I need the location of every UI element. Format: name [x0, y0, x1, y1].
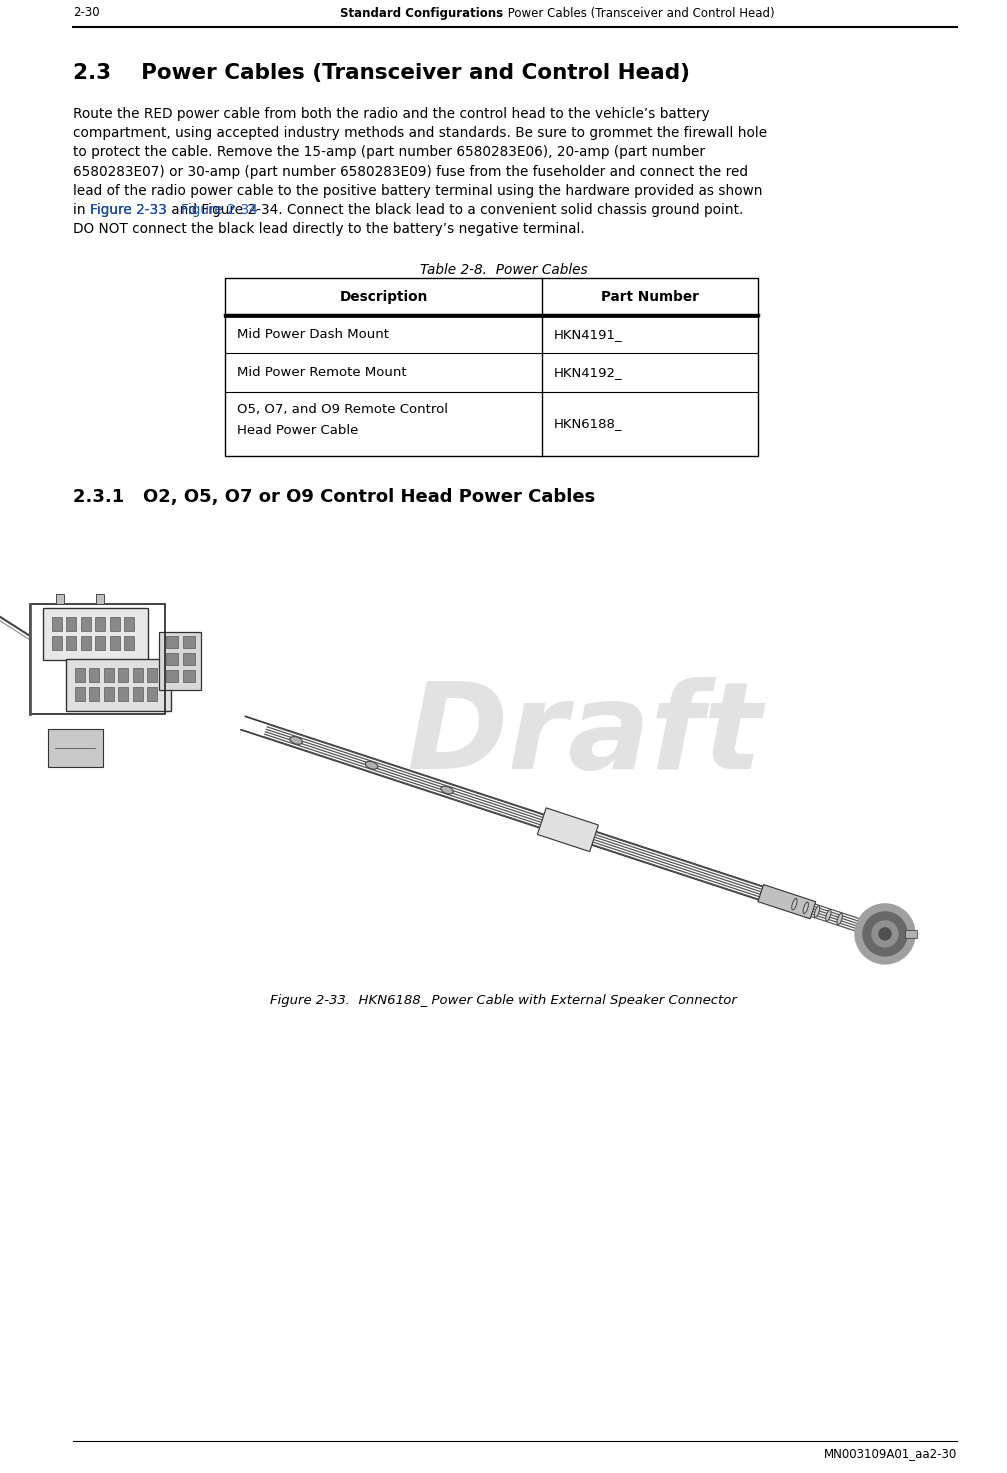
Bar — [95, 636, 105, 650]
Text: Mid Power Remote Mount: Mid Power Remote Mount — [237, 367, 407, 379]
Ellipse shape — [792, 899, 798, 910]
Text: Standard Configurations: Standard Configurations — [340, 6, 504, 19]
Circle shape — [863, 912, 907, 956]
Text: Head Power Cable: Head Power Cable — [237, 424, 358, 437]
Text: Figure 2-33.  HKN6188_ Power Cable with External Speaker Connector: Figure 2-33. HKN6188_ Power Cable with E… — [270, 994, 737, 1008]
Text: compartment, using accepted industry methods and standards. Be sure to grommet t: compartment, using accepted industry met… — [73, 127, 767, 140]
Text: Figure 2-34: Figure 2-34 — [181, 203, 258, 217]
Text: 2-30: 2-30 — [73, 6, 100, 19]
Bar — [124, 636, 134, 650]
Bar — [758, 884, 816, 919]
Ellipse shape — [366, 762, 378, 769]
Text: Mid Power Dash Mount: Mid Power Dash Mount — [237, 327, 389, 340]
Circle shape — [855, 904, 915, 963]
Text: to protect the cable. Remove the 15-amp (part number 6580283E06), 20-amp (part n: to protect the cable. Remove the 15-amp … — [73, 146, 705, 159]
Bar — [118, 686, 128, 701]
Text: HKN4191_: HKN4191_ — [554, 327, 622, 340]
Bar — [538, 807, 598, 851]
Ellipse shape — [441, 787, 453, 794]
Bar — [166, 636, 178, 648]
Bar — [75, 686, 85, 701]
Bar — [56, 594, 64, 604]
Ellipse shape — [803, 901, 809, 913]
Text: Power Cables (Transceiver and Control Head): Power Cables (Transceiver and Control He… — [504, 6, 774, 19]
Bar — [81, 617, 91, 630]
Bar — [81, 636, 91, 650]
Text: O5, O7, and O9 Remote Control: O5, O7, and O9 Remote Control — [237, 404, 448, 415]
Bar — [124, 617, 134, 630]
Text: 2.3.1   O2, O5, O7 or O9 Control Head Power Cables: 2.3.1 O2, O5, O7 or O9 Control Head Powe… — [73, 488, 595, 505]
Text: 6580283E07) or 30-amp (part number 6580283E09) fuse from the fuseholder and conn: 6580283E07) or 30-amp (part number 65802… — [73, 165, 748, 178]
Text: 2.3    Power Cables (Transceiver and Control Head): 2.3 Power Cables (Transceiver and Contro… — [73, 63, 690, 82]
Text: Route the RED power cable from both the radio and the control head to the vehicl: Route the RED power cable from both the … — [73, 108, 710, 121]
Circle shape — [872, 921, 898, 947]
Bar — [47, 729, 103, 767]
Bar — [183, 636, 195, 648]
Bar — [66, 617, 76, 630]
Bar — [147, 667, 157, 682]
Bar — [75, 667, 85, 682]
Bar — [51, 636, 61, 650]
Bar — [166, 653, 178, 664]
Text: Description: Description — [339, 290, 428, 303]
Ellipse shape — [826, 909, 831, 921]
Bar — [51, 617, 61, 630]
Text: Figure 2-33: Figure 2-33 — [90, 203, 167, 217]
Bar — [133, 686, 143, 701]
Bar — [89, 667, 99, 682]
Bar — [95, 617, 105, 630]
Bar — [118, 667, 128, 682]
Bar — [183, 653, 195, 664]
Text: Table 2-8.  Power Cables: Table 2-8. Power Cables — [420, 264, 587, 277]
Bar — [133, 667, 143, 682]
Bar — [96, 594, 104, 604]
Ellipse shape — [837, 913, 843, 925]
Text: Draft: Draft — [406, 678, 762, 794]
Bar — [42, 608, 147, 660]
Ellipse shape — [290, 736, 302, 744]
Bar — [30, 604, 165, 714]
Bar — [104, 686, 114, 701]
Text: DO NOT connect the black lead directly to the battery’s negative terminal.: DO NOT connect the black lead directly t… — [73, 222, 585, 236]
Ellipse shape — [815, 906, 820, 918]
Text: HKN6188_: HKN6188_ — [554, 417, 622, 430]
Text: lead of the radio power cable to the positive battery terminal using the hardwar: lead of the radio power cable to the pos… — [73, 184, 762, 197]
Bar — [65, 658, 170, 711]
Bar — [110, 636, 120, 650]
Text: MN003109A01_aa2-30: MN003109A01_aa2-30 — [824, 1446, 957, 1460]
Text: HKN4192_: HKN4192_ — [554, 367, 622, 379]
Bar — [110, 617, 120, 630]
Text: Part Number: Part Number — [601, 290, 699, 303]
Bar — [147, 686, 157, 701]
Bar — [66, 636, 76, 650]
Bar — [159, 632, 201, 689]
Bar — [905, 929, 917, 938]
Text: in Figure 2-33 and Figure 2-34. Connect the black lead to a convenient solid cha: in Figure 2-33 and Figure 2-34. Connect … — [73, 203, 743, 217]
Bar — [183, 670, 195, 682]
Bar — [104, 667, 114, 682]
Bar — [89, 686, 99, 701]
Bar — [166, 670, 178, 682]
Circle shape — [879, 928, 891, 940]
Bar — [225, 278, 758, 457]
